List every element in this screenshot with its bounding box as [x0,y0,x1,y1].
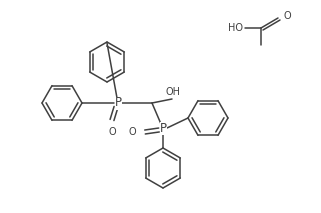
Text: HO: HO [228,23,243,33]
Text: O: O [108,127,116,137]
Text: P: P [115,96,122,109]
Text: O: O [283,11,291,21]
Text: OH: OH [166,87,181,97]
Text: O: O [128,127,136,137]
Text: P: P [160,121,167,134]
